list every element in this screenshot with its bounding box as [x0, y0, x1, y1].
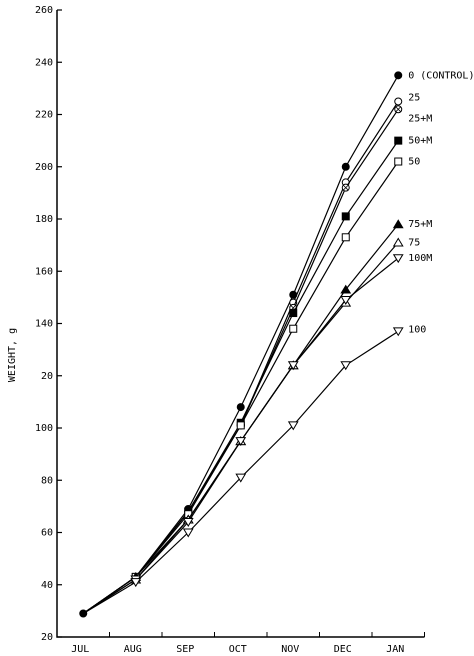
marker-cross [395, 106, 401, 112]
marker [394, 71, 403, 80]
marker [236, 403, 245, 412]
marker [341, 162, 350, 171]
x-tick-label: OCT [229, 644, 247, 655]
marker [130, 578, 142, 588]
series-label: 100 [408, 324, 426, 335]
x-tick-label: JAN [386, 644, 404, 655]
x-tick-label: AUG [124, 644, 142, 655]
marker [340, 295, 352, 305]
y-tick-label: 20 [41, 371, 53, 382]
series-label: 50+M [408, 136, 432, 147]
marker [289, 309, 298, 318]
marker [340, 284, 352, 294]
series-line [82, 140, 399, 614]
series-label: 0 (CONTROL) [408, 70, 474, 81]
series-line [82, 75, 399, 614]
marker [394, 157, 403, 166]
series-line [82, 330, 399, 615]
marker [394, 136, 403, 145]
x-tick-label: NOV [281, 644, 299, 655]
marker [392, 254, 404, 264]
x-tick-label: SEP [176, 644, 194, 655]
marker [340, 361, 352, 371]
marker [235, 473, 247, 483]
series-label: 100M [408, 253, 432, 264]
marker [392, 219, 404, 229]
axes [56, 10, 425, 638]
series-line [82, 101, 399, 614]
x-tick-label: JUL [71, 644, 89, 655]
series-label: 50 [408, 157, 420, 168]
marker [289, 324, 298, 333]
marker [392, 327, 404, 337]
series-label: 25 [408, 92, 420, 103]
marker-cross [343, 184, 349, 191]
y-tick-label: 100 [35, 423, 53, 434]
x-tick-label: DEC [334, 644, 352, 655]
marker [235, 437, 247, 447]
y-tick-label: 140 [35, 319, 53, 330]
series-line [82, 161, 399, 614]
series-line [82, 257, 399, 614]
series-label: 25+M [408, 113, 432, 124]
marker [341, 233, 350, 242]
y-tick-label: 80 [41, 475, 53, 486]
y-tick-label: 160 [35, 266, 53, 277]
series-label: 75+M [408, 219, 432, 230]
y-tick-label: 20 [41, 632, 53, 643]
y-tick-label: 240 [35, 57, 53, 68]
marker [182, 518, 194, 528]
marker [341, 212, 350, 221]
marker [394, 97, 403, 106]
marker [392, 237, 404, 247]
marker [287, 361, 299, 371]
y-tick-label: 40 [41, 580, 53, 591]
y-tick-label: 180 [35, 214, 53, 225]
y-tick-label: 60 [41, 528, 53, 539]
y-tick-label: 260 [35, 5, 53, 16]
marker [236, 421, 245, 430]
y-axis-label: WEIGHT, g [7, 328, 18, 382]
y-tick-label: 220 [35, 110, 53, 121]
series-label: 75 [408, 238, 420, 249]
marker [287, 421, 299, 431]
marker [182, 528, 194, 538]
y-tick-label: 200 [35, 162, 53, 173]
